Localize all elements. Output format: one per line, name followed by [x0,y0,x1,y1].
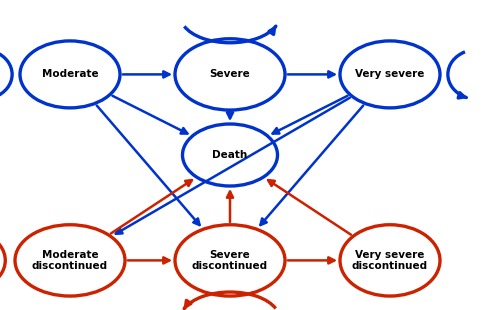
Text: Very severe: Very severe [356,69,424,79]
Text: Very severe
discontinued: Very severe discontinued [352,250,428,271]
Text: Severe: Severe [210,69,250,79]
Text: Moderate
discontinued: Moderate discontinued [32,250,108,271]
Text: Death: Death [212,150,248,160]
Text: Severe
discontinued: Severe discontinued [192,250,268,271]
Text: Moderate: Moderate [42,69,98,79]
